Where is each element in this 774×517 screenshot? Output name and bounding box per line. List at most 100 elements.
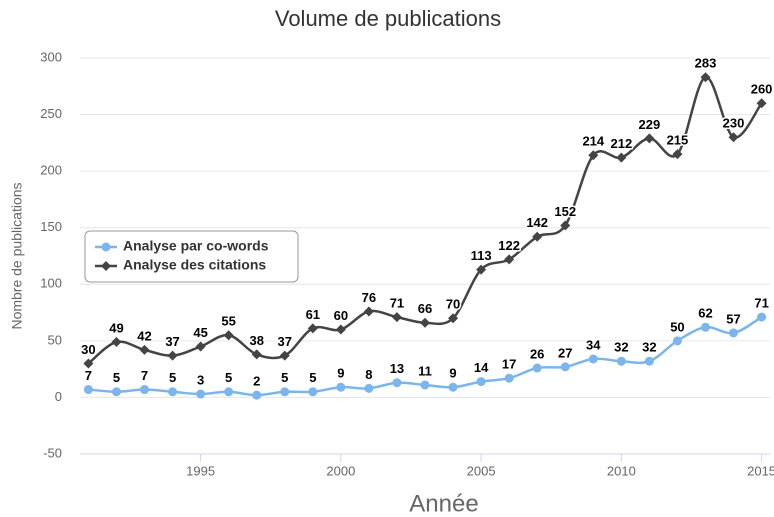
marker [532, 231, 543, 242]
data-label: 37 [165, 334, 179, 349]
data-label: 5 [169, 370, 176, 385]
data-label: 30 [81, 342, 95, 357]
data-label: 71 [754, 296, 768, 311]
legend-label: Analyse des citations [123, 257, 266, 273]
y-tick-label: 150 [40, 219, 62, 234]
marker [728, 132, 739, 143]
data-label: 34 [586, 337, 601, 352]
data-label: 9 [337, 366, 344, 381]
marker [391, 312, 402, 323]
marker [476, 264, 487, 275]
data-label: 214 [582, 134, 604, 149]
series: 30 49 42 37 45 55 38 37 61 60 76 71 66 70 113 122 142 152… [80, 54, 774, 369]
marker [588, 150, 599, 161]
data-label: 113 [471, 248, 492, 263]
marker [111, 336, 122, 347]
marker [756, 98, 767, 109]
legend-box [84, 230, 299, 283]
data-label: 42 [137, 328, 151, 343]
marker [167, 350, 178, 361]
marker [168, 387, 178, 397]
marker [196, 389, 206, 399]
marker [420, 380, 430, 390]
y-tick-label: 250 [40, 106, 62, 121]
data-label: 70 [446, 297, 460, 312]
marker [672, 336, 682, 346]
data-label: 71 [390, 296, 404, 311]
data-label: 50 [670, 319, 684, 334]
marker [140, 385, 150, 395]
data-label: 76 [362, 290, 376, 305]
marker [363, 306, 374, 317]
marker [476, 377, 486, 387]
data-label: 5 [281, 370, 288, 385]
marker [616, 152, 627, 163]
marker [308, 387, 318, 397]
y-tick-label: 50 [48, 332, 62, 347]
marker [504, 254, 515, 265]
marker [644, 133, 655, 144]
data-label: 27 [558, 345, 572, 360]
data-label: 9 [449, 366, 456, 381]
data-label: 215 [667, 133, 689, 148]
y-tick-label: 200 [40, 163, 62, 178]
legend-label: Analyse par co-words [123, 238, 269, 254]
data-label: 17 [502, 357, 516, 372]
y-tick-label: 300 [40, 49, 62, 64]
y-axis-label: Nombre de publications [9, 182, 25, 329]
marker [504, 373, 514, 383]
data-label: 7 [141, 368, 148, 383]
marker [700, 72, 711, 83]
marker [224, 387, 234, 397]
data-label: 66 [418, 301, 432, 316]
marker [532, 363, 542, 373]
data-label: 32 [642, 340, 656, 355]
marker [364, 383, 374, 393]
marker [560, 362, 570, 372]
marker [252, 390, 262, 400]
marker [588, 354, 598, 364]
data-label: 14 [474, 360, 489, 375]
marker [616, 356, 626, 366]
data-label: 38 [249, 333, 263, 348]
data-label: 8 [365, 367, 372, 382]
data-label: 142 [526, 215, 548, 230]
y-tick-label: -50 [43, 445, 62, 460]
marker [560, 220, 571, 231]
marker [139, 344, 150, 355]
data-label: 55 [221, 314, 235, 329]
marker [83, 358, 94, 369]
y-tick-label: 0 [55, 389, 62, 404]
data-label: 3 [197, 372, 204, 387]
marker [195, 341, 206, 352]
x-tick-label: 2005 [467, 463, 496, 478]
data-label: 230 [723, 116, 745, 131]
x-axis-label: Année [409, 490, 478, 517]
data-label: 62 [698, 306, 712, 321]
data-label: 122 [498, 238, 520, 253]
marker [307, 323, 318, 334]
x-tick-label: 2000 [326, 463, 355, 478]
data-label: 49 [109, 320, 123, 335]
data-label: 32 [614, 340, 628, 355]
data-label: 5 [309, 370, 316, 385]
marker [448, 313, 459, 324]
data-label: 13 [390, 361, 404, 376]
data-label: 57 [726, 311, 740, 326]
marker [448, 382, 458, 392]
data-label: 229 [639, 117, 661, 132]
legend: Analyse par co-words Analyse des citation… [84, 230, 299, 283]
data-label: 37 [278, 334, 292, 349]
marker [700, 322, 710, 332]
data-label: 45 [193, 325, 207, 340]
marker [223, 330, 234, 341]
marker [672, 149, 683, 160]
legend-marker [101, 242, 111, 252]
x-tick-label: 2010 [607, 463, 636, 478]
marker [420, 317, 430, 328]
marker [251, 349, 262, 360]
y-tick-label: 100 [40, 276, 62, 291]
chart-title: Volume de publications [275, 6, 501, 31]
data-label: 7 [85, 368, 92, 383]
